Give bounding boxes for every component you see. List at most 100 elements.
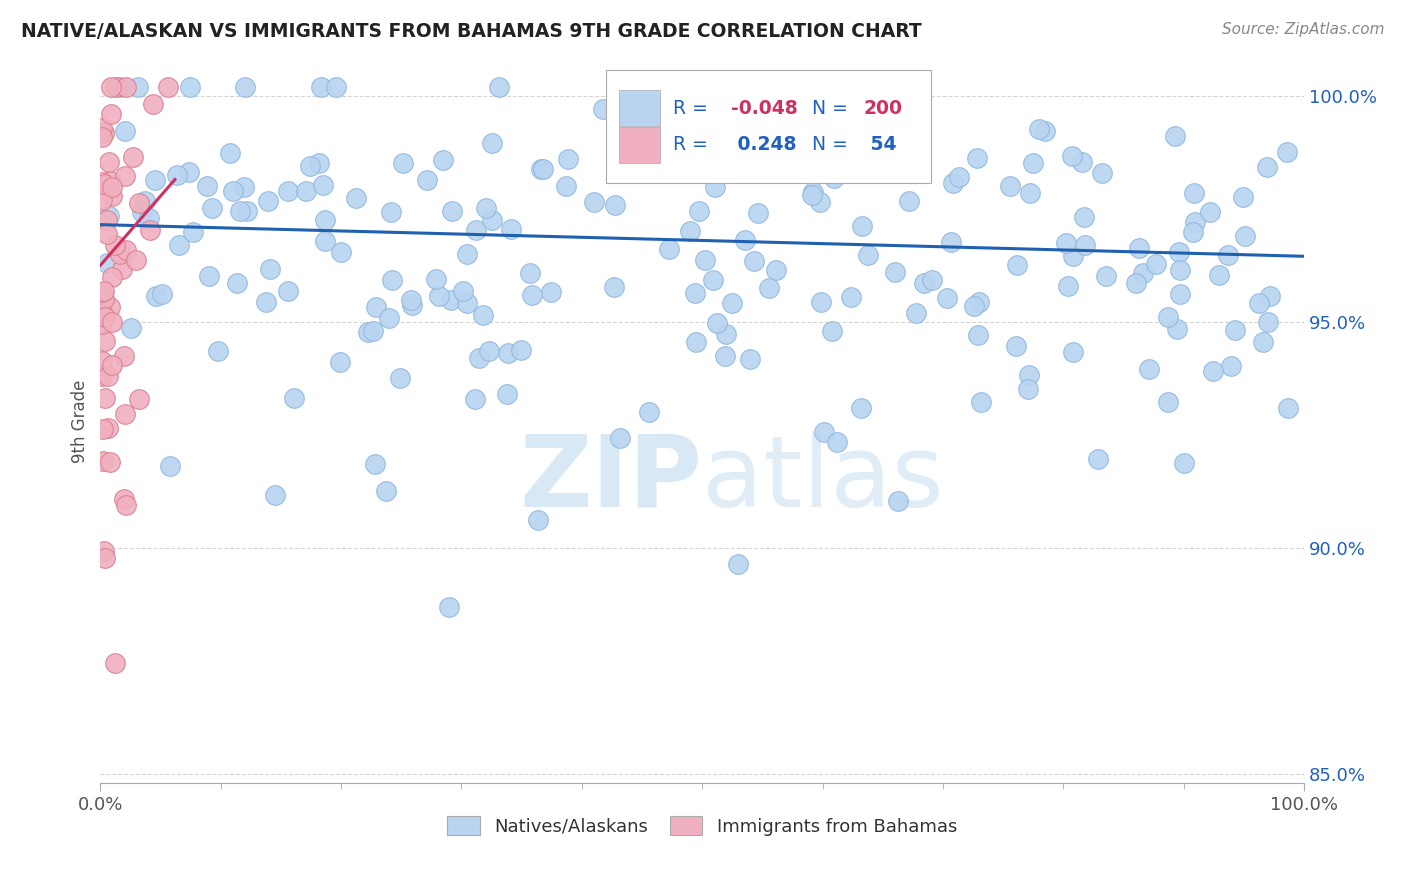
Point [742, 254, 765, 268]
Point [456, 296, 478, 310]
Point [839, 290, 862, 304]
Point [90, 318, 112, 332]
Point [935, 291, 957, 305]
Point [233, 180, 256, 194]
Text: 54: 54 [863, 136, 896, 154]
Point [1257, 315, 1279, 329]
Point [1062, 148, 1084, 162]
Point [456, 247, 478, 261]
Point [1035, 124, 1057, 138]
Point [166, 168, 188, 182]
Point [808, 194, 831, 209]
Point [1168, 263, 1191, 277]
Point [499, 222, 522, 236]
Point [364, 301, 387, 315]
Point [112, 350, 135, 364]
Point [254, 295, 277, 310]
Point [464, 392, 486, 407]
Point [96, 256, 118, 270]
Point [1168, 245, 1191, 260]
Point [97, 369, 120, 384]
Point [108, 247, 131, 261]
Point [437, 600, 460, 615]
Point [554, 178, 576, 193]
Point [1199, 205, 1222, 219]
Point [344, 191, 367, 205]
Point [1220, 359, 1243, 374]
Point [314, 234, 336, 248]
Point [1247, 296, 1270, 310]
Point [967, 294, 990, 309]
Point [758, 281, 780, 295]
Text: atlas: atlas [702, 431, 943, 528]
Point [583, 194, 606, 209]
Point [90, 175, 112, 189]
Point [1005, 339, 1028, 353]
Point [91, 453, 114, 467]
Point [226, 277, 249, 291]
Point [259, 261, 281, 276]
Point [683, 286, 706, 301]
Point [1128, 241, 1150, 255]
Point [145, 289, 167, 303]
Point [125, 253, 148, 268]
Point [138, 211, 160, 225]
Point [312, 178, 335, 192]
Point [531, 162, 554, 177]
Point [468, 351, 491, 366]
Point [1184, 215, 1206, 229]
Point [1170, 287, 1192, 301]
Point [852, 104, 875, 119]
Point [709, 79, 731, 94]
Point [557, 153, 579, 167]
Point [921, 272, 943, 286]
Point [114, 79, 136, 94]
Text: Source: ZipAtlas.com: Source: ZipAtlas.com [1222, 22, 1385, 37]
Point [399, 293, 422, 307]
Point [114, 407, 136, 421]
Point [294, 184, 316, 198]
Point [1019, 186, 1042, 201]
Point [823, 170, 845, 185]
Point [229, 203, 252, 218]
Point [941, 235, 963, 249]
Point [1277, 401, 1299, 415]
Point [139, 223, 162, 237]
Point [90, 368, 112, 383]
Point [883, 265, 905, 279]
Point [1164, 128, 1187, 143]
Point [481, 212, 503, 227]
Point [143, 172, 166, 186]
Point [94, 551, 117, 566]
Point [1157, 395, 1180, 409]
Point [1232, 189, 1254, 203]
Point [309, 79, 332, 94]
Point [308, 156, 330, 170]
Point [375, 483, 398, 498]
Point [93, 284, 115, 298]
Point [159, 459, 181, 474]
Point [156, 79, 179, 94]
Point [93, 310, 115, 324]
Point [427, 289, 450, 303]
Point [105, 79, 128, 94]
Point [90, 306, 112, 320]
Point [90, 129, 112, 144]
Point [416, 173, 439, 187]
Point [1005, 258, 1028, 272]
Point [475, 202, 498, 216]
Point [619, 161, 641, 176]
Point [855, 153, 877, 168]
FancyBboxPatch shape [619, 90, 659, 126]
Point [96, 212, 118, 227]
Point [1258, 288, 1281, 302]
Point [219, 146, 242, 161]
Point [912, 276, 935, 290]
Point [603, 280, 626, 294]
Point [706, 316, 728, 330]
Point [540, 285, 562, 299]
Point [1062, 249, 1084, 263]
Text: 0.248: 0.248 [731, 136, 797, 154]
Point [100, 358, 122, 372]
Point [361, 324, 384, 338]
